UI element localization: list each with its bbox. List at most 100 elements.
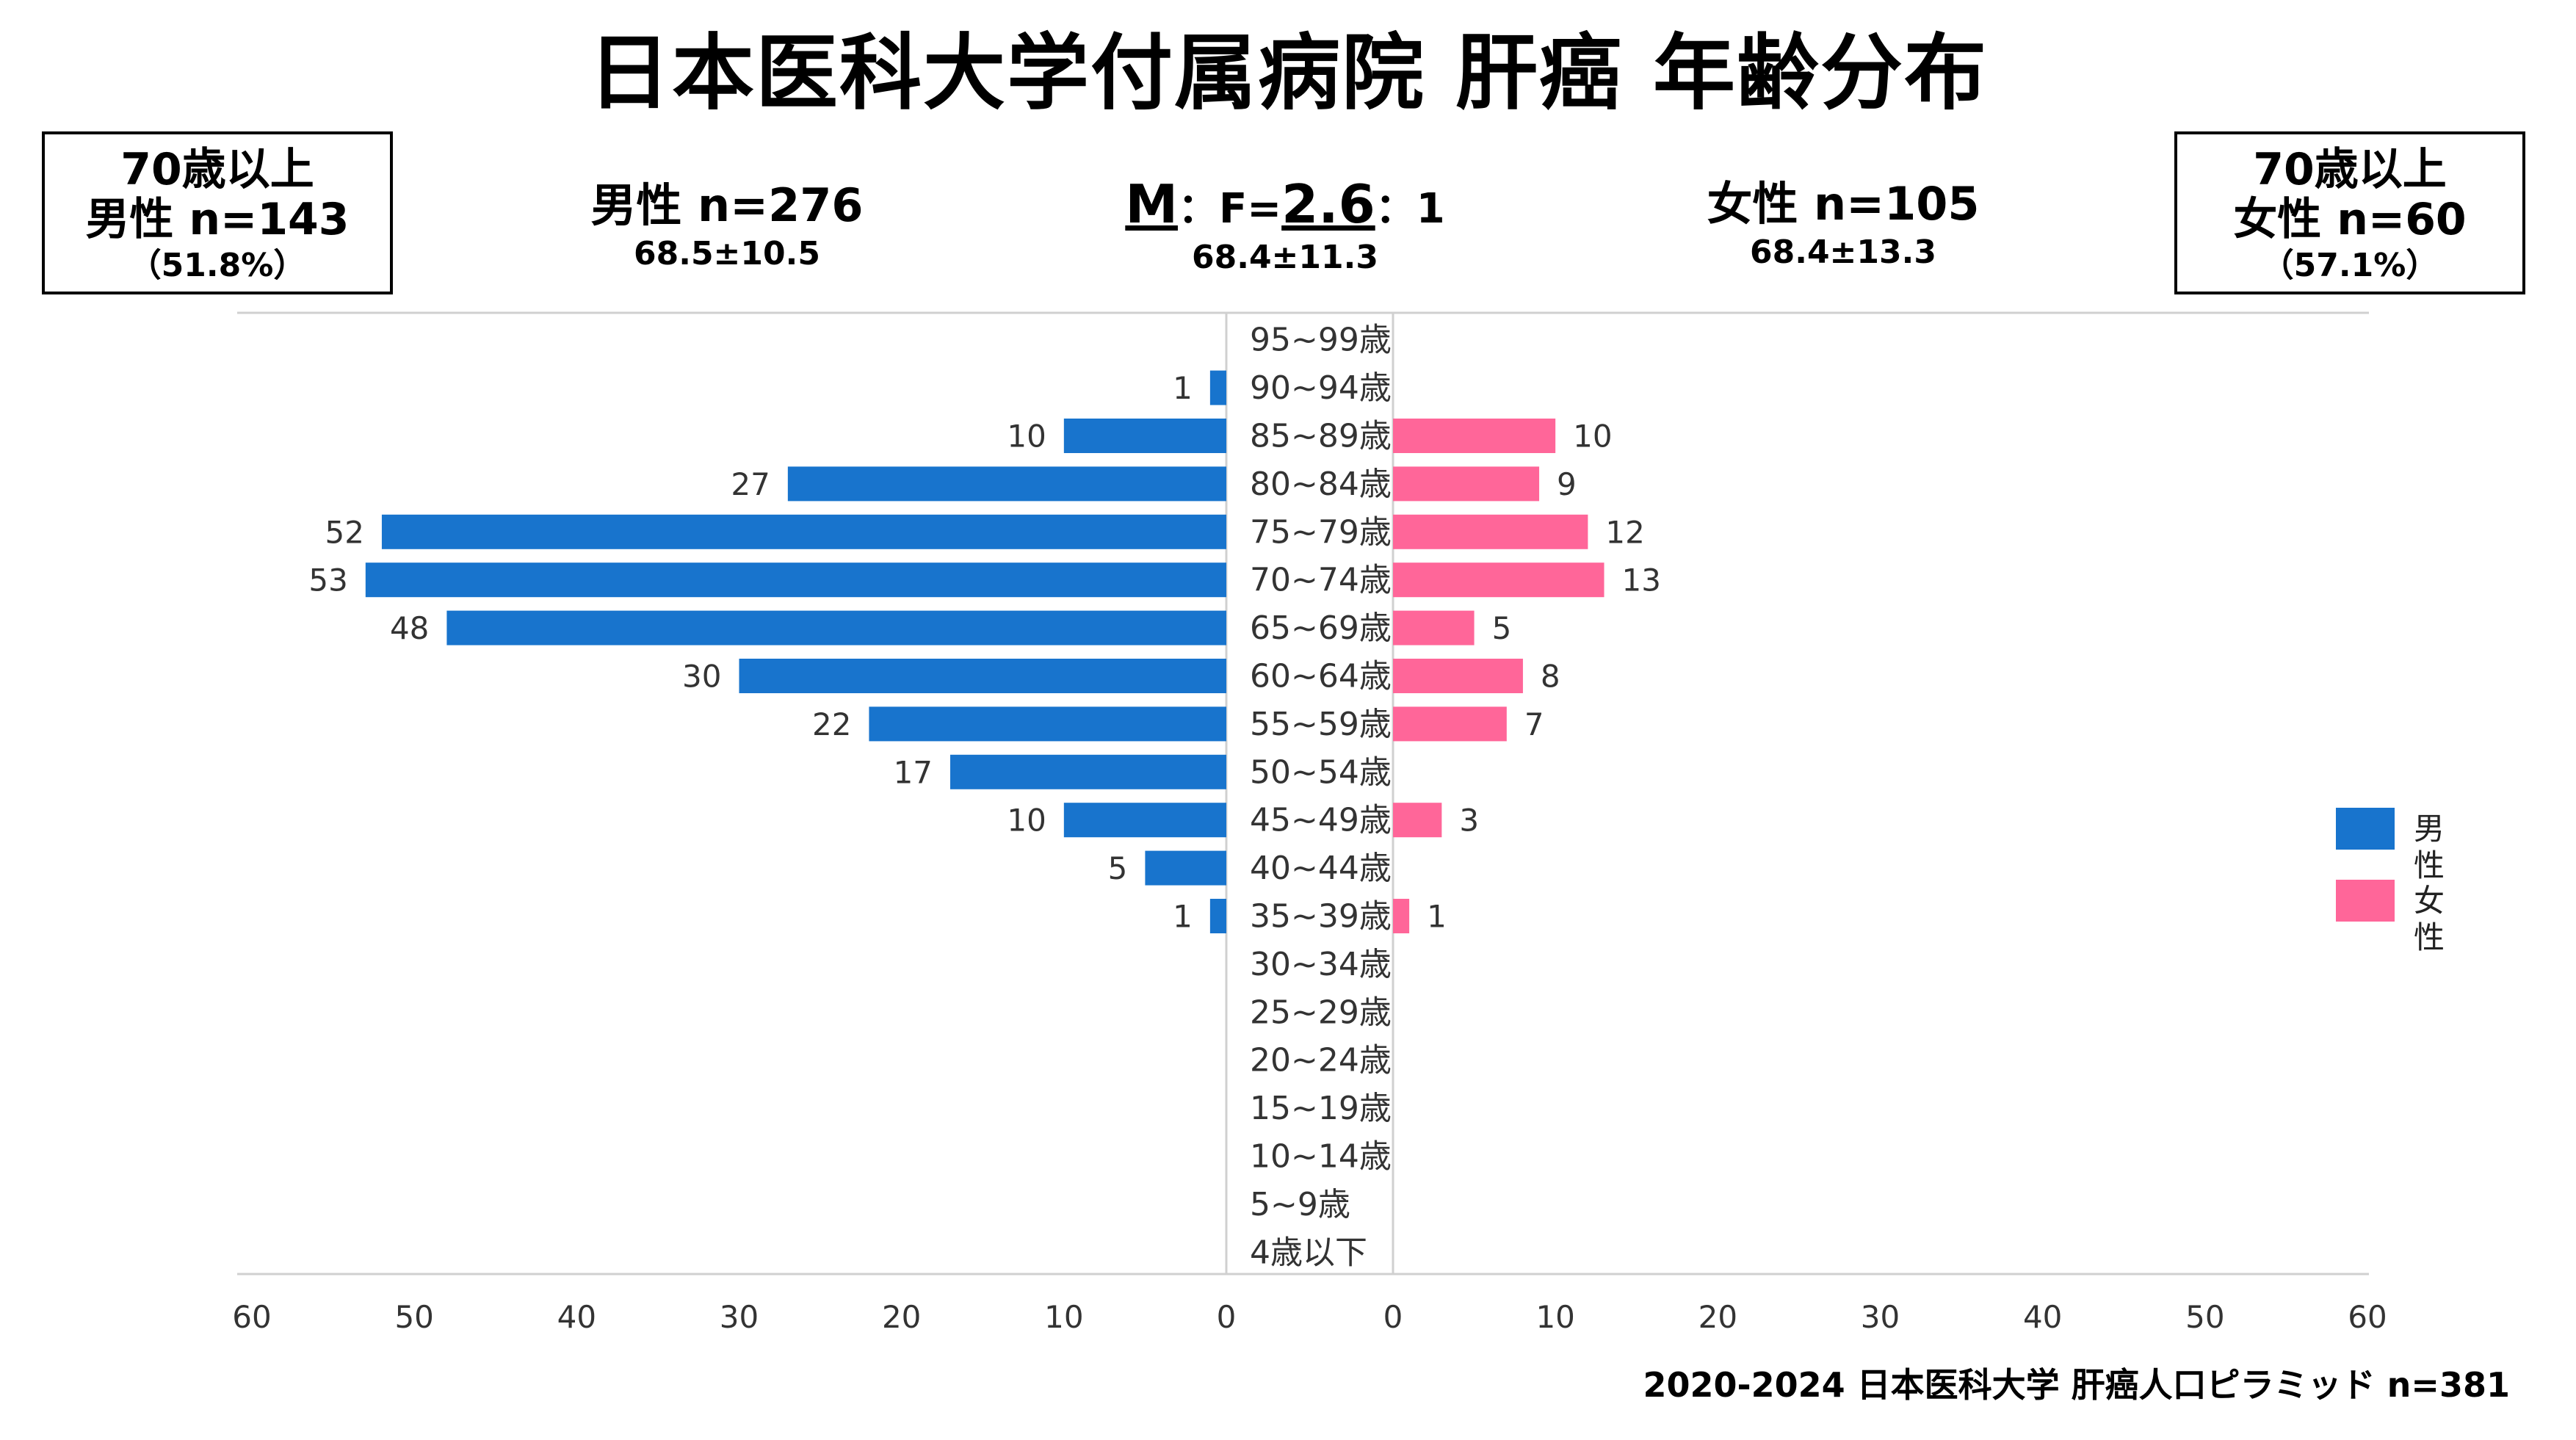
age-category-label: 50~54歳: [1250, 753, 1392, 791]
age-category-label: 70~74歳: [1250, 562, 1392, 599]
male-value-label: 5: [1108, 850, 1128, 886]
male-bar: [1209, 899, 1226, 933]
female-bar: [1393, 899, 1410, 933]
sex-ratio-summary: M：F=2.6：1 68.4±11.3: [1050, 175, 1520, 277]
age-category-label: 75~79歳: [1250, 513, 1392, 551]
legend-swatch-male: [2336, 808, 2395, 850]
male-value-label: 1: [1173, 899, 1193, 935]
x-tick-label-right: 40: [2023, 1299, 2062, 1335]
male-value-label: 53: [308, 562, 347, 598]
age-category-label: 35~39歳: [1250, 898, 1392, 936]
ratio-value: 2.6: [1281, 173, 1375, 235]
male-over70-percent: （51.8%）: [129, 247, 306, 284]
age-category-label: 95~99歳: [1250, 322, 1392, 359]
male-bar: [787, 466, 1226, 502]
legend-label-male: 男性: [2414, 811, 2445, 883]
age-category-label: 25~29歳: [1250, 994, 1392, 1031]
male-count: 男性 n=276: [590, 178, 864, 232]
age-category-label: 20~24歳: [1250, 1042, 1392, 1079]
male-mean-age: 68.5±10.5: [634, 235, 820, 272]
female-over70-heading: 70歳以上: [2253, 144, 2447, 195]
age-category-label: 30~34歳: [1250, 946, 1392, 983]
x-tick-label-left: 0: [1217, 1299, 1237, 1335]
male-bar: [1209, 370, 1226, 405]
female-summary: 女性 n=105 68.4±13.3: [1616, 175, 2071, 272]
x-tick-label-right: 0: [1383, 1299, 1403, 1335]
x-tick-label-right: 50: [2185, 1299, 2224, 1335]
female-value-label: 3: [1459, 803, 1479, 839]
male-over70-heading: 70歳以上: [120, 144, 314, 195]
female-bar: [1393, 514, 1588, 549]
age-category-label: 4歳以下: [1250, 1234, 1367, 1271]
age-category-label: 15~19歳: [1250, 1090, 1392, 1127]
ratio-tail: ：1: [1375, 185, 1445, 233]
age-category-label: 5~9歳: [1250, 1186, 1350, 1223]
male-bar: [739, 659, 1226, 693]
male-value-label: 30: [682, 659, 721, 695]
female-value-label: 13: [1622, 562, 1661, 598]
x-tick-label-left: 50: [394, 1299, 433, 1335]
male-over70-box: 70歳以上 男性 n=143 （51.8%）: [42, 131, 393, 294]
male-bar: [1063, 419, 1226, 453]
legend-label-female: 女性: [2414, 883, 2445, 955]
age-category-label: 40~44歳: [1250, 850, 1392, 887]
female-value-label: 8: [1541, 659, 1560, 695]
x-tick-label-right: 10: [1535, 1299, 1574, 1335]
male-bar: [950, 754, 1226, 789]
female-bar: [1393, 803, 1442, 838]
male-bar: [365, 562, 1227, 598]
male-bar: [1145, 850, 1226, 886]
female-value-label: 9: [1557, 466, 1577, 502]
female-bar: [1393, 419, 1556, 453]
female-value-label: 12: [1605, 514, 1644, 550]
x-tick-label-right: 20: [1698, 1299, 1737, 1335]
female-bar: [1393, 466, 1540, 502]
x-tick-label-left: 40: [557, 1299, 596, 1335]
male-value-label: 10: [1007, 803, 1046, 839]
female-bar: [1393, 659, 1523, 693]
legend-swatch-female: [2336, 880, 2395, 922]
age-category-label: 80~84歳: [1250, 466, 1392, 503]
female-bar: [1393, 610, 1475, 645]
female-count: 女性 n=105: [1707, 177, 1980, 231]
female-over70-box: 70歳以上 女性 n=60 （57.1%）: [2174, 131, 2525, 294]
female-over70-percent: （57.1%）: [2261, 247, 2439, 284]
male-bar: [446, 610, 1226, 645]
male-value-label: 52: [325, 514, 363, 550]
female-mean-age: 68.4±13.3: [1750, 234, 1936, 271]
x-tick-label-left: 30: [720, 1299, 759, 1335]
footer-caption: 2020-2024 日本医科大学 肝癌人口ピラミッド n=381: [1643, 1365, 2510, 1405]
overall-mean-age: 68.4±11.3: [1192, 239, 1378, 276]
male-value-label: 48: [390, 610, 429, 646]
age-category-label: 60~64歳: [1250, 658, 1392, 695]
male-bar: [869, 706, 1226, 742]
sex-ratio: M：F=2.6：1: [1050, 175, 1520, 239]
page-title: 日本医科大学付属病院 肝癌 年齢分布: [588, 26, 1988, 121]
male-over70-count: 男性 n=143: [85, 194, 350, 245]
age-category-label: 90~94歳: [1250, 369, 1392, 407]
x-tick-label-left: 60: [232, 1299, 271, 1335]
female-value-label: 10: [1573, 419, 1612, 455]
female-value-label: 5: [1492, 610, 1512, 646]
x-tick-label-left: 20: [882, 1299, 921, 1335]
x-tick-label-right: 60: [2348, 1299, 2387, 1335]
male-value-label: 17: [894, 754, 933, 790]
female-value-label: 1: [1427, 899, 1447, 935]
age-category-label: 10~14歳: [1250, 1138, 1392, 1176]
male-value-label: 22: [812, 706, 851, 742]
male-bar: [381, 514, 1226, 549]
male-value-label: 27: [731, 466, 770, 502]
male-summary: 男性 n=276 68.5±10.5: [499, 176, 955, 273]
x-tick-label-left: 10: [1044, 1299, 1083, 1335]
age-category-label: 85~89歳: [1250, 418, 1392, 455]
x-tick-label-right: 30: [1861, 1299, 1900, 1335]
male-bar: [1063, 803, 1226, 838]
age-category-label: 55~59歳: [1250, 706, 1392, 743]
female-bar: [1393, 706, 1507, 742]
ratio-mid: ：F=: [1177, 185, 1282, 233]
male-value-label: 1: [1173, 370, 1193, 406]
female-bar: [1393, 562, 1604, 598]
age-category-label: 45~49歳: [1250, 802, 1392, 839]
ratio-m: M: [1125, 173, 1178, 235]
